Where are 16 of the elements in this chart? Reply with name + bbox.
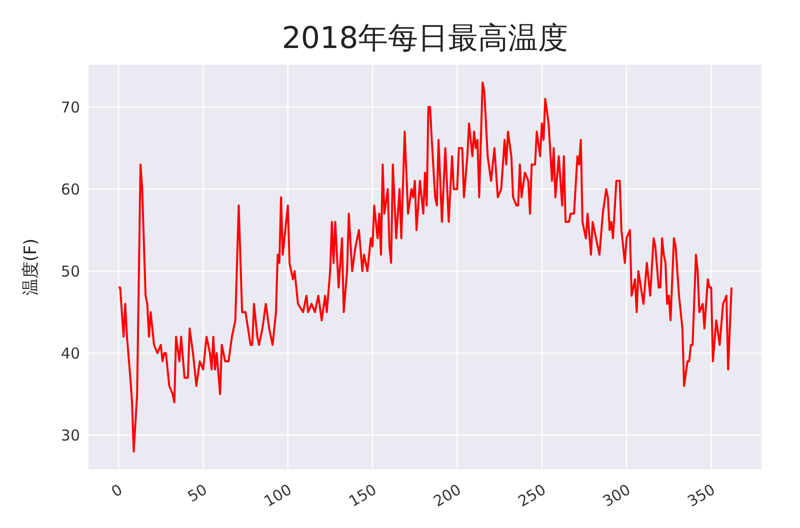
y-tick-label: 50 xyxy=(60,262,80,280)
x-tick-label: 250 xyxy=(515,480,549,510)
x-tick-label: 150 xyxy=(346,480,380,510)
y-tick-label: 30 xyxy=(60,426,80,444)
x-tick-label: 100 xyxy=(261,480,295,510)
y-tick-label: 60 xyxy=(60,180,80,198)
y-axis-title: 温度(F) xyxy=(21,238,42,296)
x-tick-label: 300 xyxy=(600,480,634,510)
y-tick-label: 70 xyxy=(60,98,80,116)
x-tick-label: 200 xyxy=(430,480,464,510)
x-tick-label: 0 xyxy=(108,480,126,501)
x-tick-label: 50 xyxy=(184,480,210,506)
line-series xyxy=(117,81,733,453)
y-tick-label: 40 xyxy=(60,344,80,362)
chart-title: 2018年每日最高温度 xyxy=(280,20,570,58)
x-tick-label: 350 xyxy=(684,480,718,510)
